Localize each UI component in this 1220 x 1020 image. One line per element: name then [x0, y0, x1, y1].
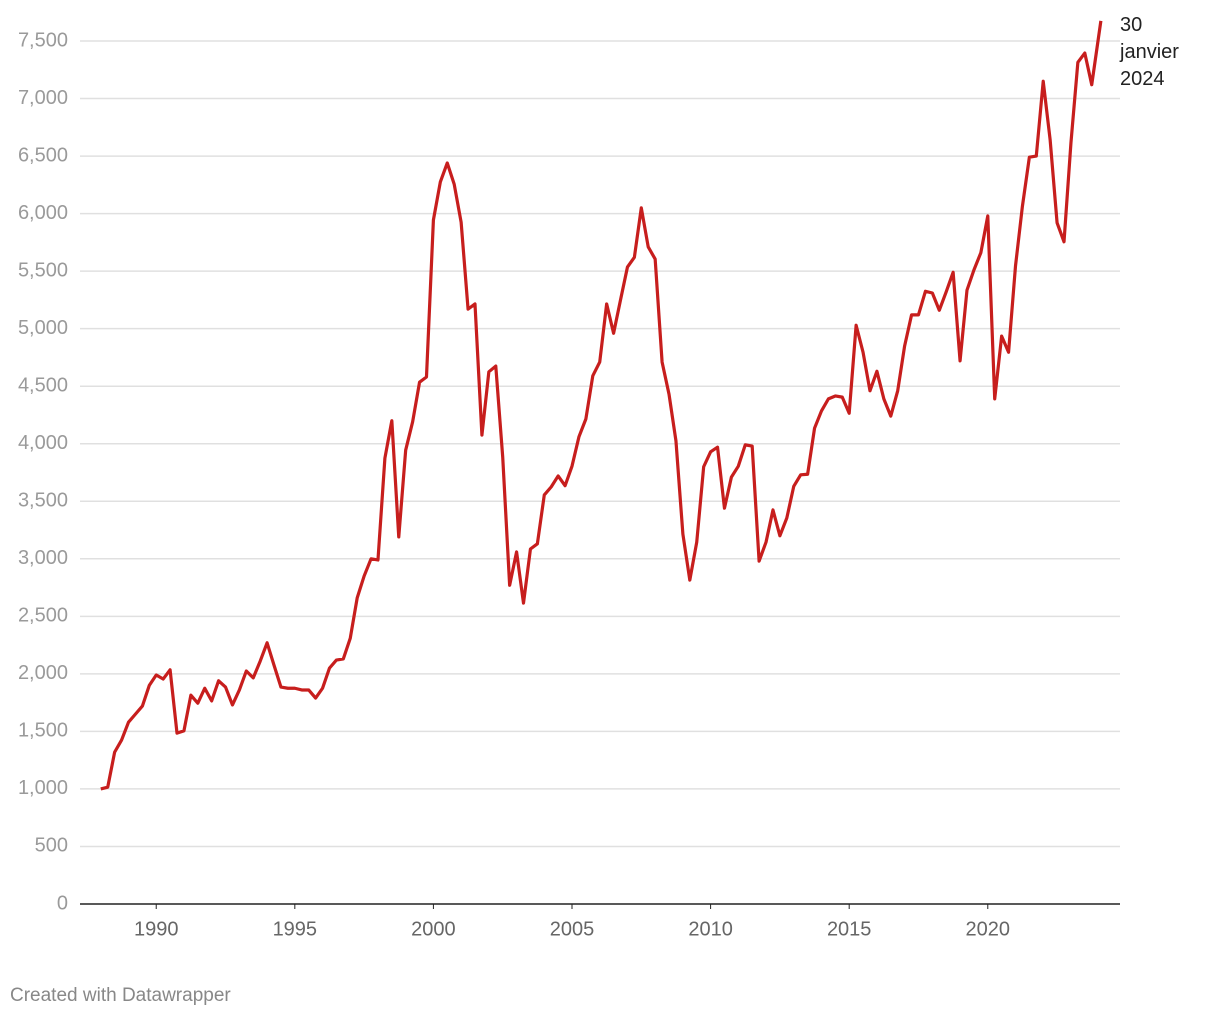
y-tick-label: 2,500: [18, 605, 68, 627]
y-tick-label: 4,000: [18, 432, 68, 454]
x-tick-label: 2010: [688, 918, 733, 940]
annotation: 30 janvier 2024: [1120, 14, 1179, 90]
x-tick-label: 2005: [550, 918, 595, 940]
y-tick-label: 4,500: [18, 374, 68, 396]
y-tick-label: 3,500: [18, 490, 68, 512]
x-tick-label: 1995: [273, 918, 318, 940]
y-tick-label: 2,000: [18, 662, 68, 684]
y-tick-label: 1,500: [18, 720, 68, 742]
y-tick-label: 3,000: [18, 547, 68, 569]
y-tick-label: 6,000: [18, 202, 68, 224]
x-tick-label: 2015: [827, 918, 872, 940]
data-line: [100, 20, 1103, 791]
y-tick-label: 5,000: [18, 317, 68, 339]
y-tick-label: 7,000: [18, 87, 68, 109]
y-tick-label: 5,500: [18, 259, 68, 281]
y-tick-label: 500: [35, 835, 68, 857]
x-tick-label: 2000: [411, 918, 456, 940]
source-note: Created with Datawrapper: [10, 985, 231, 1006]
y-tick-label: 1,000: [18, 777, 68, 799]
x-tick-label: 1990: [134, 918, 179, 940]
y-tick-label: 0: [57, 892, 68, 914]
x-tick-label: 2020: [966, 918, 1011, 940]
y-tick-label: 7,500: [18, 29, 68, 51]
y-tick-label: 6,500: [18, 144, 68, 166]
